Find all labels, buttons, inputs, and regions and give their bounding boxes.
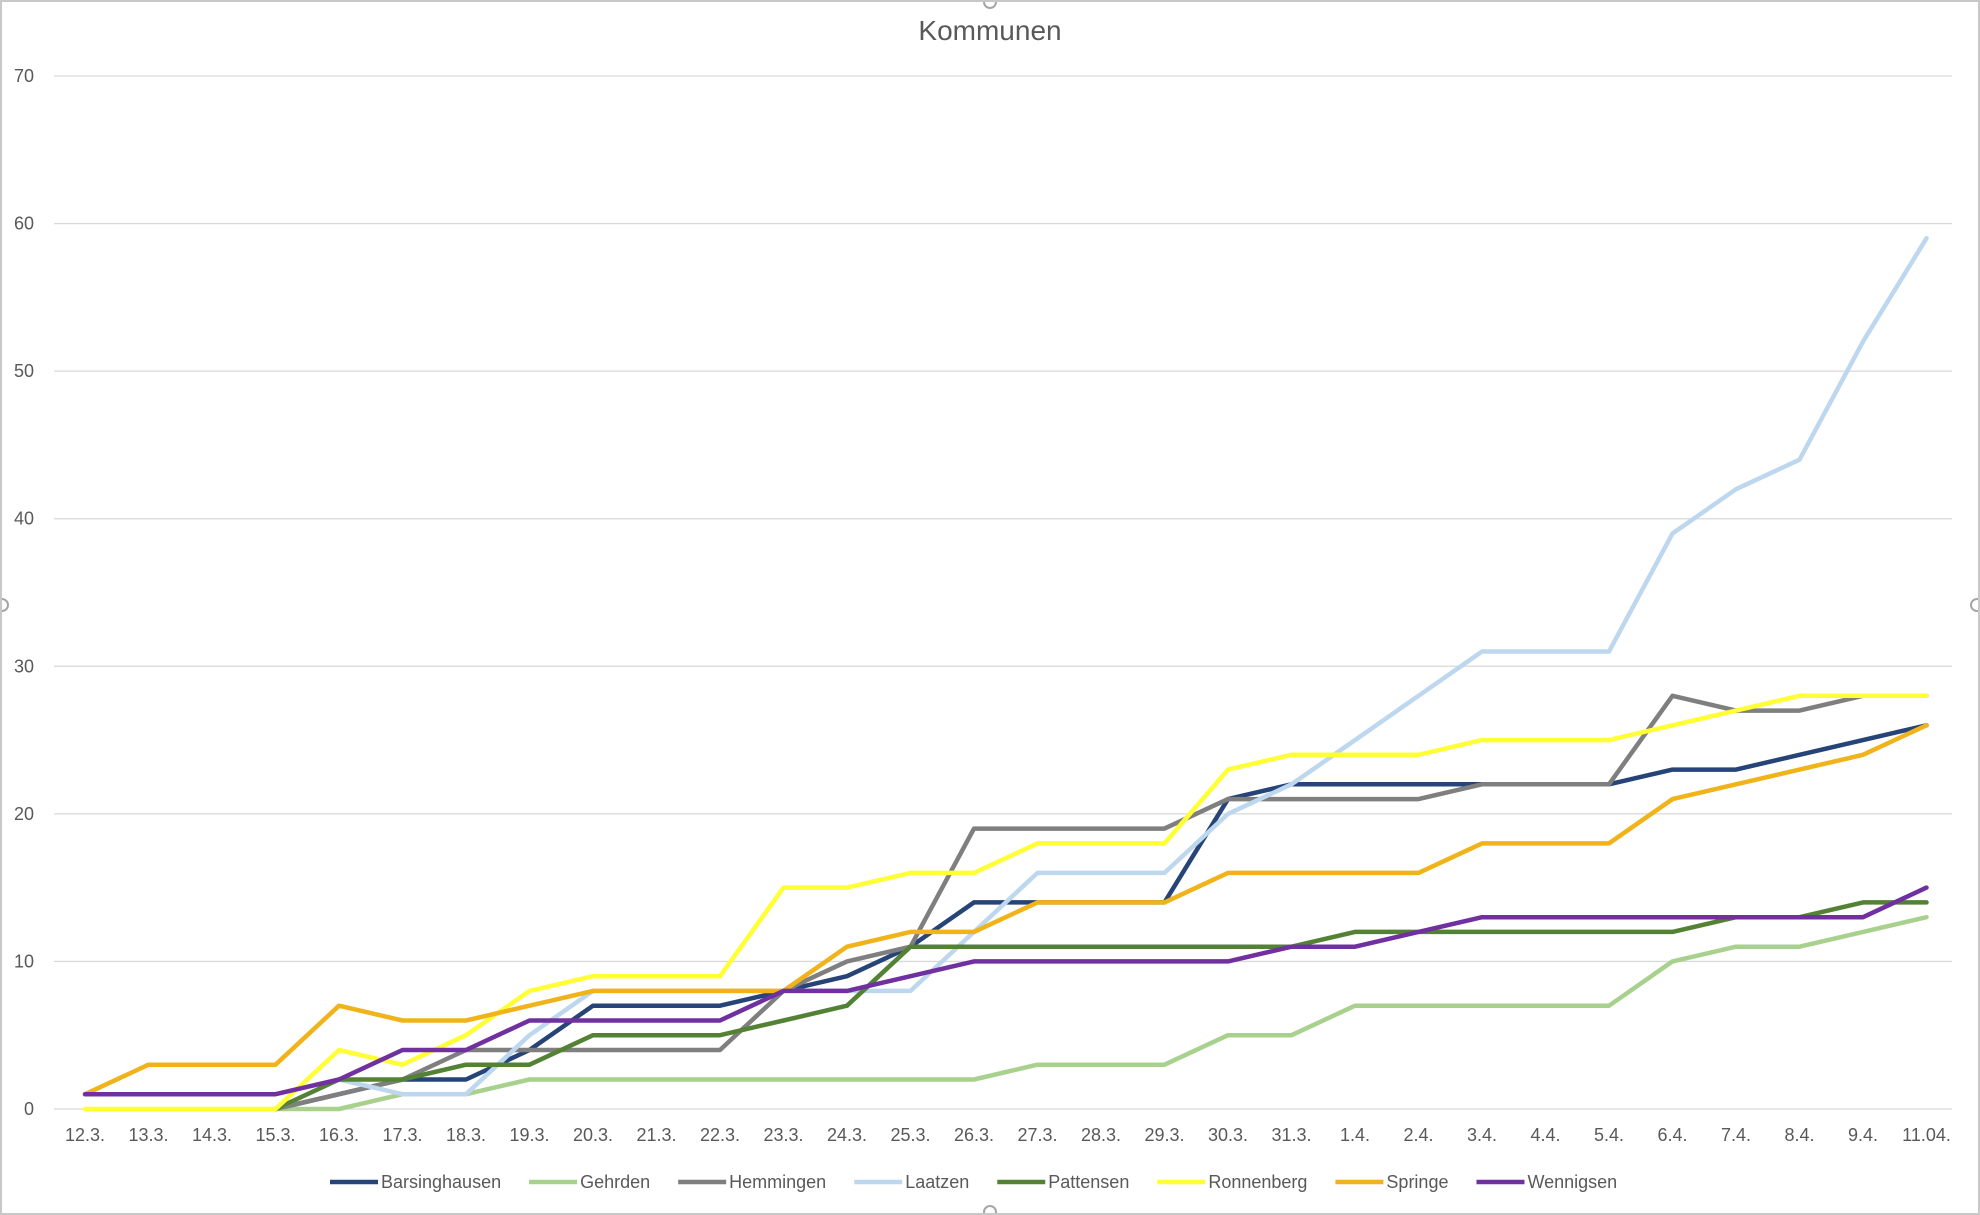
x-tick-label: 19.3. [509, 1125, 549, 1145]
x-tick-label: 23.3. [763, 1125, 803, 1145]
y-tick-label: 20 [14, 804, 34, 824]
legend: Barsinghausen Gehrden Hemmingen Laatzen Patt… [330, 1172, 1617, 1192]
legend-entry: Hemmingen [729, 1172, 826, 1192]
x-tick-label: 28.3. [1081, 1125, 1121, 1145]
legend-entry: Pattensen [1048, 1172, 1129, 1192]
series-line-gehrden [273, 914, 1929, 1112]
x-tick-label: 7.4. [1721, 1125, 1751, 1145]
x-tick-label: 30.3. [1208, 1125, 1248, 1145]
legend-entry: Wennigsen [1527, 1172, 1617, 1192]
y-tick-label: 30 [14, 656, 34, 676]
x-tick-label: 31.3. [1271, 1125, 1311, 1145]
x-tick-label: 14.3. [192, 1125, 232, 1145]
y-tick-label: 50 [14, 361, 34, 381]
x-tick-label: 22.3. [700, 1125, 740, 1145]
x-tick-label: 16.3. [319, 1125, 359, 1145]
x-tick-label: 25.3. [890, 1125, 930, 1145]
series-line-hemmingen [273, 693, 1929, 1112]
series-line-springe [82, 723, 1929, 1097]
x-tick-label: 21.3. [636, 1125, 676, 1145]
y-tick-label: 10 [14, 951, 34, 971]
y-tick-label: 40 [14, 509, 34, 529]
x-tick-label: 24.3. [827, 1125, 867, 1145]
x-tick-label: 9.4. [1848, 1125, 1878, 1145]
x-tick-label: 20.3. [573, 1125, 613, 1145]
legend-entry: Gehrden [580, 1172, 650, 1192]
x-tick-label: 4.4. [1530, 1125, 1560, 1145]
x-tick-label: 12.3. [65, 1125, 105, 1145]
x-tick-label: 8.4. [1784, 1125, 1814, 1145]
x-tick-label: 27.3. [1017, 1125, 1057, 1145]
x-tick-label: 2.4. [1403, 1125, 1433, 1145]
legend-entry: Ronnenberg [1208, 1172, 1307, 1192]
series-line-pattensen [273, 900, 1929, 1112]
x-tick-label: 18.3. [446, 1125, 486, 1145]
y-tick-label: 0 [24, 1099, 34, 1119]
y-tick-label: 70 [14, 66, 34, 86]
y-tick-label: 60 [14, 214, 34, 234]
x-tick-label: 15.3. [255, 1125, 295, 1145]
resize-handle-top[interactable] [983, 2, 997, 9]
x-axis-ticks: 12.3. 13.3. 14.3. 15.3. 16.3. 17.3. 18.3. 19.3.… [65, 1125, 1951, 1145]
x-tick-label: 3.4. [1467, 1125, 1497, 1145]
x-tick-label: 6.4. [1657, 1125, 1687, 1145]
series-line-ronnenberg [82, 693, 1929, 1112]
x-tick-label: 11.04. [1902, 1125, 1951, 1145]
y-axis-ticks: 0 10 20 30 40 50 60 70 [14, 66, 34, 1119]
x-tick-label: 13.3. [128, 1125, 168, 1145]
resize-handle-right[interactable] [1970, 598, 1978, 612]
legend-entry: Laatzen [905, 1172, 969, 1192]
chart-title: Kommunen [918, 15, 1061, 46]
resize-handle-left[interactable] [2, 598, 9, 612]
resize-handle-bottom[interactable] [983, 1205, 997, 1213]
series-lines [82, 236, 1929, 1112]
gridlines [54, 75, 1952, 1110]
x-tick-label: 5.4. [1594, 1125, 1624, 1145]
legend-entry: Springe [1386, 1172, 1448, 1192]
series-line-laatzen [273, 236, 1929, 1112]
x-tick-label: 1.4. [1340, 1125, 1370, 1145]
x-tick-label: 17.3. [382, 1125, 422, 1145]
series-line-wennigsen [82, 885, 1929, 1097]
x-tick-label: 26.3. [954, 1125, 994, 1145]
x-tick-label: 29.3. [1144, 1125, 1184, 1145]
legend-entry: Barsinghausen [381, 1172, 501, 1192]
